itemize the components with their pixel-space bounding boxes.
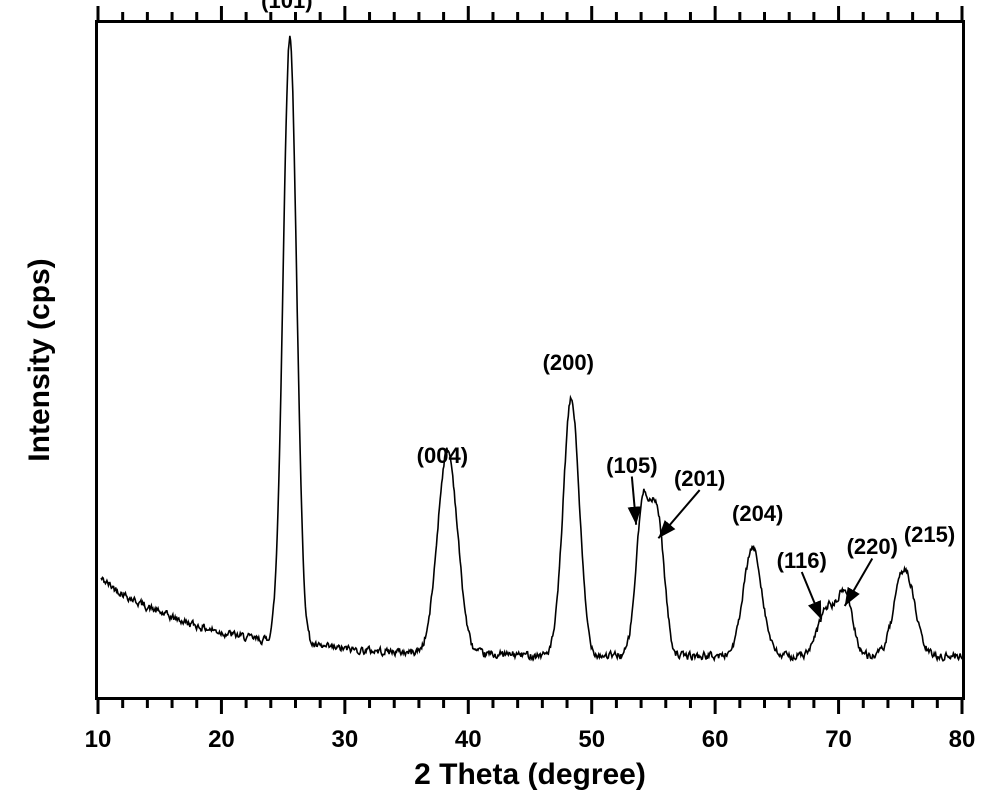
peak-arrows [0,0,1000,793]
xrd-figure: Intensity (cps) 2 Theta (degree) 1020304… [0,0,1000,793]
